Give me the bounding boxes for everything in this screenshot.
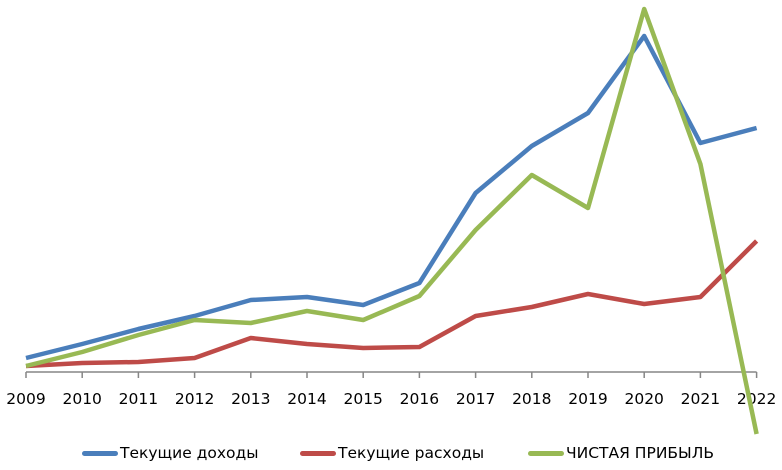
legend-swatch-icon: [528, 450, 564, 456]
x-tick-label: 2020: [624, 390, 663, 408]
legend-label: Текущие доходы: [120, 444, 259, 462]
x-tick-label: 2012: [175, 390, 214, 408]
x-tick-label: 2010: [62, 390, 101, 408]
series-line: [25, 6, 759, 435]
legend-swatch-icon: [300, 450, 336, 456]
x-tick-label: 2018: [512, 390, 551, 408]
x-tick-label: 2014: [287, 390, 326, 408]
legend-item-income: Текущие доходы: [82, 444, 259, 462]
legend-item-net-profit: ЧИСТАЯ ПРИБЫЛЬ: [528, 444, 714, 462]
x-tick-label: 2019: [568, 390, 607, 408]
x-tick-label: 2022: [737, 390, 776, 408]
x-tick-label: 2011: [119, 390, 158, 408]
series-lines: [25, 6, 759, 435]
x-tick-label: 2021: [681, 390, 720, 408]
x-axis: [25, 371, 758, 378]
series-line: [25, 239, 759, 369]
x-tick-label: 2009: [6, 390, 45, 408]
x-tick-label: 2013: [231, 390, 270, 408]
x-axis-labels: 2009 2010 2011 2012 2013 2014 2015 2016 2017 2018…: [6, 390, 776, 408]
legend-label: Текущие расходы: [338, 444, 485, 462]
legend-item-expenses: Текущие расходы: [300, 444, 484, 462]
x-tick-label: 2016: [400, 390, 439, 408]
legend: Текущие доходы Текущие расходы ЧИСТАЯ ПР…: [0, 444, 782, 468]
legend-swatch-icon: [82, 450, 118, 456]
x-tick-label: 2017: [456, 390, 495, 408]
x-tick-label: 2015: [343, 390, 382, 408]
legend-label: ЧИСТАЯ ПРИБЫЛЬ: [566, 444, 715, 462]
